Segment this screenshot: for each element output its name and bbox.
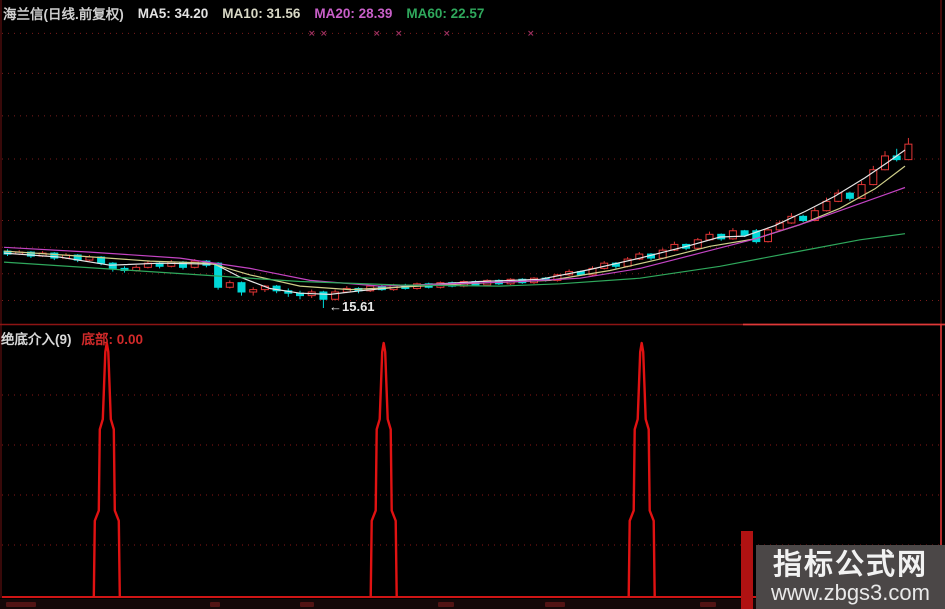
axis-date-mark (210, 602, 220, 607)
indicator-header: 绝底介入(9) 底部: 0.00 (1, 328, 143, 348)
svg-text:×: × (320, 29, 328, 39)
lowest-price-label: ←15.61 (329, 299, 375, 314)
price-gridlines-layer (2, 32, 940, 301)
axis-date-mark (545, 602, 565, 607)
indicator-value: 底部: 0.00 (81, 332, 144, 347)
buy-signal-spike (92, 341, 121, 598)
svg-text:×: × (373, 29, 381, 39)
ma-line-MA20 (3, 186, 906, 287)
axis-date-mark (300, 602, 314, 607)
ma60-reading: MA60: 22.57 (406, 5, 485, 21)
svg-text:×: × (308, 29, 316, 39)
axis-date-mark (700, 602, 716, 607)
axis-date-mark (6, 602, 36, 607)
svg-text:×: × (527, 29, 535, 39)
symbol-title: 海兰信(日线.前复权) (3, 7, 124, 22)
watermark-red-bar (741, 531, 753, 609)
moving-averages-layer (3, 149, 906, 296)
ma20-reading: MA20: 28.39 (314, 5, 393, 21)
indicator-layer (2, 341, 940, 598)
site-watermark: 指标公式网 www.zbgs3.com (756, 545, 945, 609)
svg-text:×: × (443, 29, 451, 39)
ma-line-MA5 (3, 149, 906, 296)
watermark-site-name: 指标公式网 (772, 549, 928, 582)
axis-date-mark (438, 602, 454, 607)
buy-signal-spike (627, 341, 656, 598)
watermark-site-url: www.zbgs3.com (771, 579, 930, 605)
chart-header: 海兰信(日线.前复权) MA5: 34.20 MA10: 31.56 MA20:… (3, 3, 484, 23)
ma10-reading: MA10: 31.56 (222, 5, 301, 21)
svg-text:×: × (395, 29, 403, 39)
ma5-reading: MA5: 34.20 (137, 5, 209, 21)
indicator-name: 绝底介入(9) (1, 332, 72, 347)
buy-signal-spike (369, 341, 398, 598)
ma-line-MA60 (3, 233, 906, 287)
top-markers-layer: × × × × × × (308, 29, 535, 39)
